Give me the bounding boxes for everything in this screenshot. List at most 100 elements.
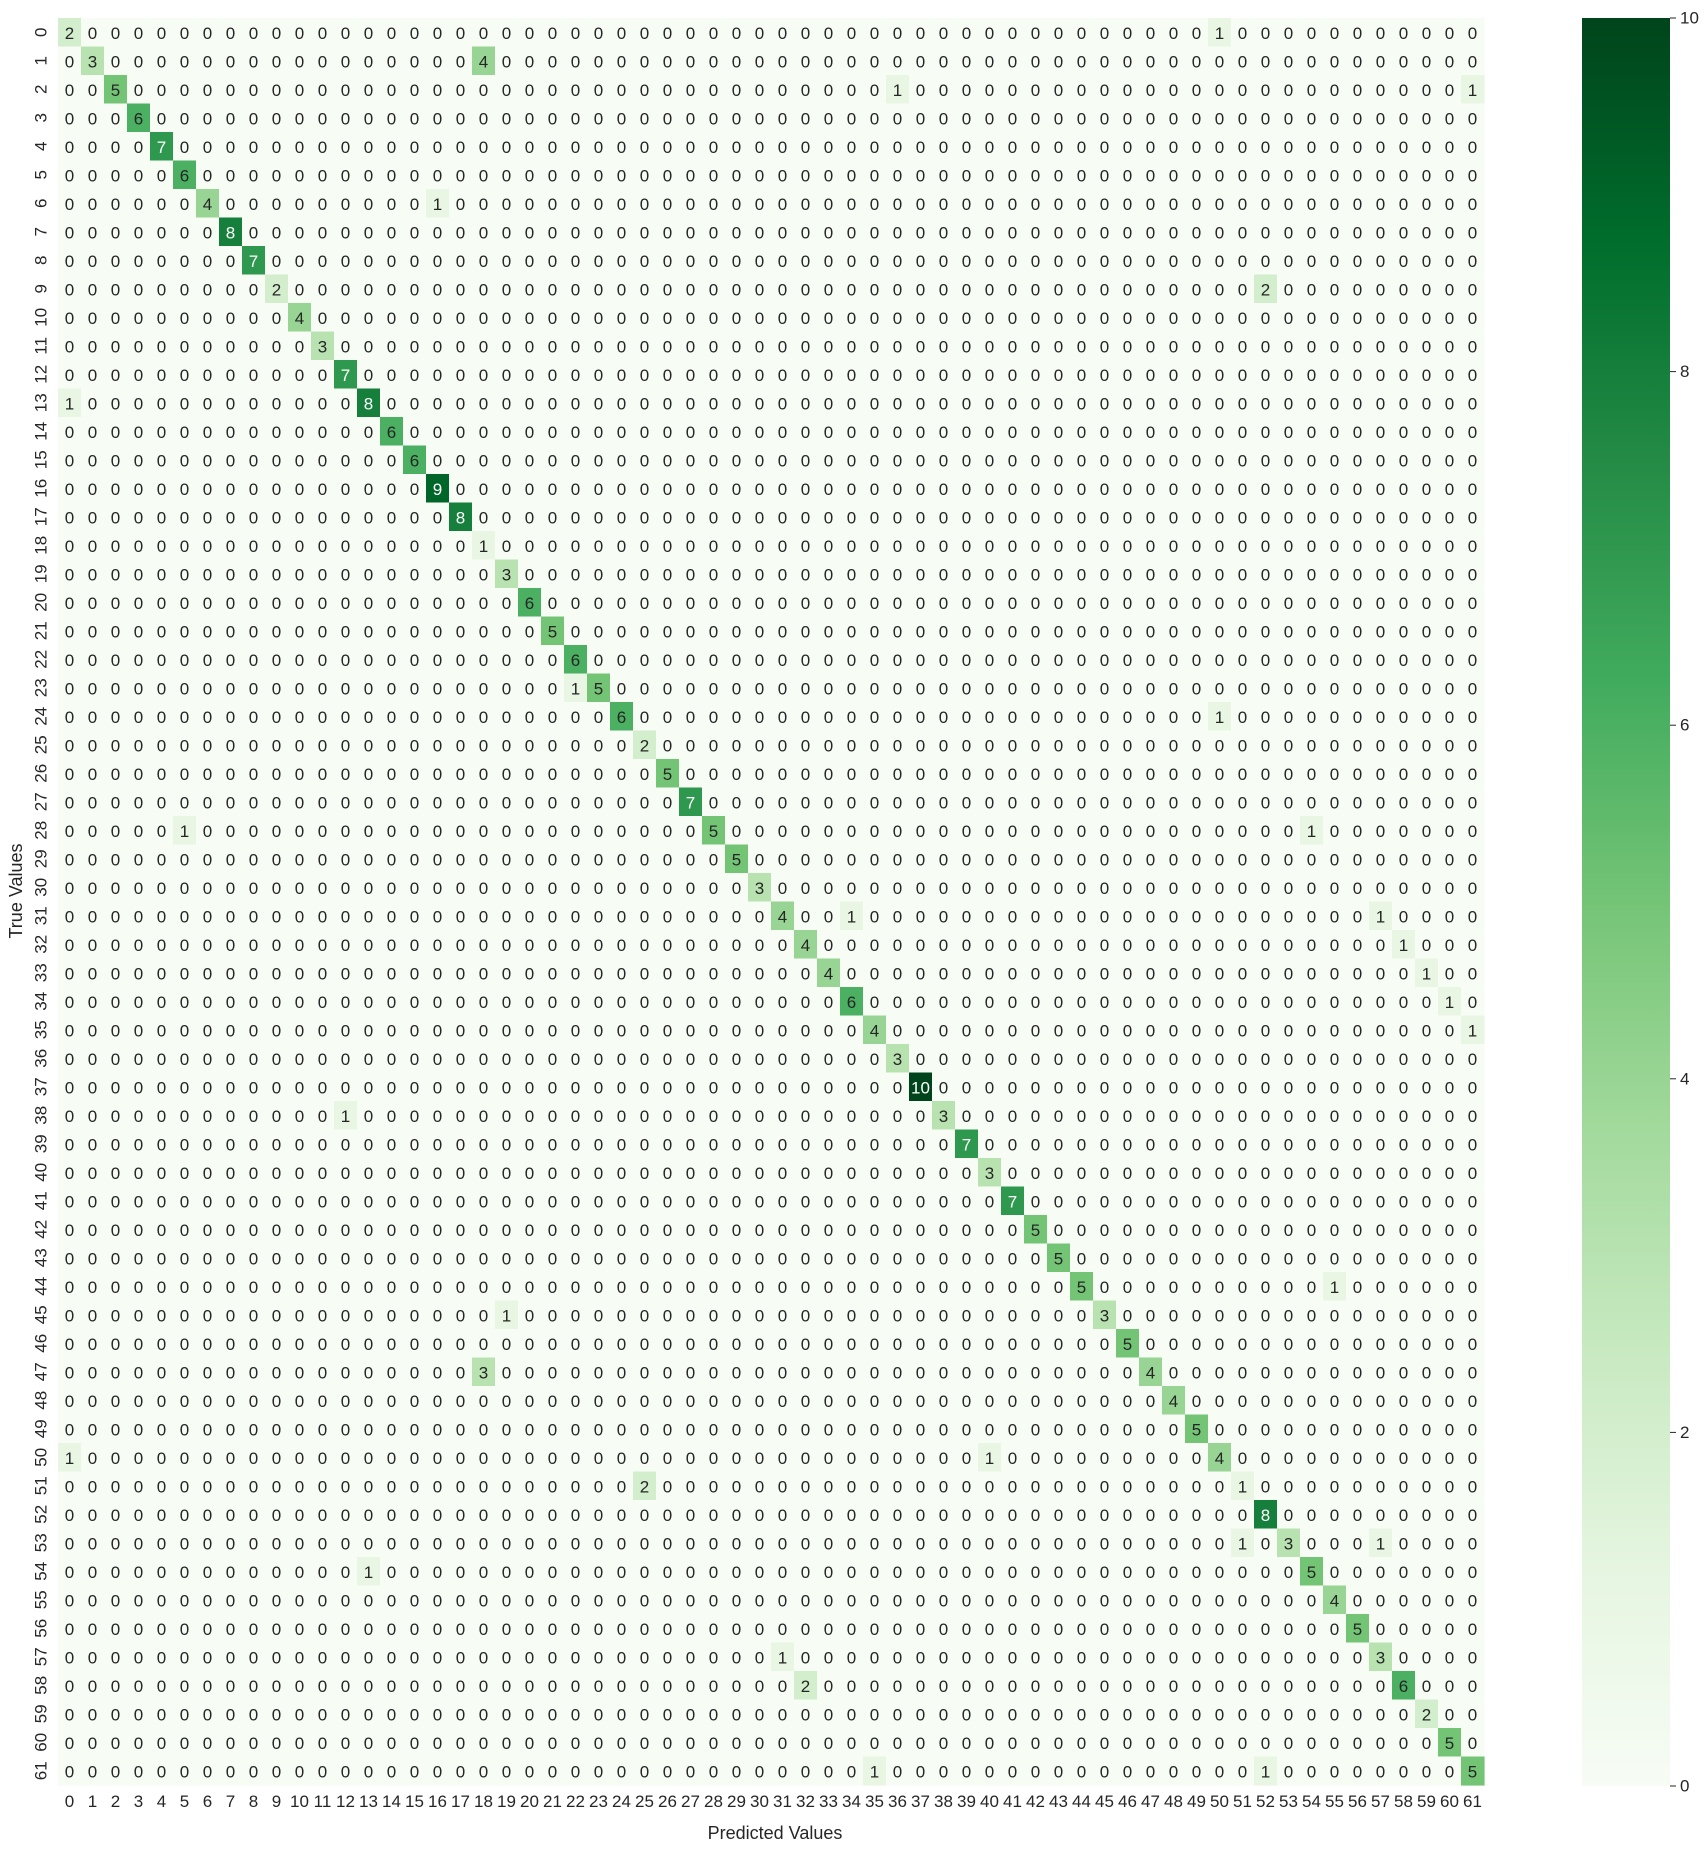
cell-value-label: 0 (778, 337, 787, 356)
cell-value-label: 0 (433, 765, 442, 784)
cell-value-label: 0 (1169, 622, 1178, 641)
cell-value-label: 0 (1054, 309, 1063, 328)
cell-value-label: 0 (870, 793, 879, 812)
cell-value-label: 0 (387, 1050, 396, 1069)
cell-value-label: 0 (226, 1050, 235, 1069)
cell-value-label: 0 (778, 309, 787, 328)
cell-value-label: 1 (1422, 964, 1431, 983)
cell-value-label: 0 (525, 993, 534, 1012)
cell-value-label: 0 (1330, 1021, 1339, 1040)
cell-value-label: 0 (985, 52, 994, 71)
cell-value-label: 0 (640, 195, 649, 214)
cell-value-label: 0 (1100, 879, 1109, 898)
cell-value-label: 0 (65, 423, 74, 442)
cell-value-label: 0 (157, 964, 166, 983)
cell-value-label: 0 (456, 52, 465, 71)
cell-value-label: 0 (1192, 1078, 1201, 1097)
cell-value-label: 0 (1468, 280, 1477, 299)
cell-value-label: 0 (479, 195, 488, 214)
cell-value-label: 0 (617, 195, 626, 214)
cell-value-label: 0 (1215, 81, 1224, 100)
cell-value-label: 0 (870, 622, 879, 641)
cell-value-label: 0 (939, 394, 948, 413)
cell-value-label: 0 (732, 651, 741, 670)
cell-value-label: 0 (157, 736, 166, 755)
cell-value-label: 0 (502, 537, 511, 556)
cell-value-label: 0 (1008, 1078, 1017, 1097)
cell-value-label: 0 (88, 309, 97, 328)
cell-value-label: 0 (1261, 822, 1270, 841)
cell-value-label: 0 (525, 366, 534, 385)
cell-value-label: 0 (456, 394, 465, 413)
cell-value-label: 0 (686, 366, 695, 385)
cell-value-label: 0 (893, 280, 902, 299)
cell-value-label: 0 (1399, 309, 1408, 328)
cell-value-label: 0 (1330, 936, 1339, 955)
cell-value-label: 0 (157, 451, 166, 470)
cell-value-label: 0 (1307, 52, 1316, 71)
heatmap-cell (932, 46, 956, 76)
cell-value-label: 0 (1008, 565, 1017, 584)
cell-value-label: 0 (1376, 252, 1385, 271)
cell-value-label: 0 (410, 850, 419, 869)
cell-value-label: 0 (272, 309, 281, 328)
cell-value-label: 0 (1353, 394, 1362, 413)
cell-value-label: 0 (1215, 622, 1224, 641)
cell-value-label: 0 (1123, 195, 1132, 214)
cell-value-label: 0 (594, 337, 603, 356)
heatmap-cell (978, 46, 1002, 76)
cell-value-label: 0 (916, 337, 925, 356)
cell-value-label: 7 (157, 138, 166, 157)
cell-value-label: 0 (65, 337, 74, 356)
cell-value-label: 0 (916, 907, 925, 926)
cell-value-label: 0 (180, 594, 189, 613)
cell-value-label: 0 (663, 1078, 672, 1097)
cell-value-label: 0 (157, 223, 166, 242)
cell-value-label: 0 (1169, 81, 1178, 100)
cell-value-label: 0 (1008, 337, 1017, 356)
cell-value-label: 0 (801, 565, 810, 584)
cell-value-label: 0 (1330, 765, 1339, 784)
cell-value-label: 0 (1445, 622, 1454, 641)
cell-value-label: 0 (548, 594, 557, 613)
heatmap-cell (357, 18, 381, 48)
cell-value-label: 0 (318, 1135, 327, 1154)
cell-value-label: 0 (88, 366, 97, 385)
cell-value-label: 0 (1307, 993, 1316, 1012)
cell-value-label: 0 (1468, 394, 1477, 413)
cell-value-label: 0 (1169, 309, 1178, 328)
cell-value-label: 0 (640, 565, 649, 584)
cell-value-label: 0 (1008, 138, 1017, 157)
cell-value-label: 0 (364, 1050, 373, 1069)
cell-value-label: 0 (939, 793, 948, 812)
cell-value-label: 0 (801, 765, 810, 784)
cell-value-label: 0 (916, 793, 925, 812)
cell-value-label: 0 (1445, 309, 1454, 328)
cell-value-label: 0 (801, 879, 810, 898)
cell-value-label: 0 (1330, 81, 1339, 100)
cell-value-label: 0 (1146, 52, 1155, 71)
cell-value-label: 0 (1399, 565, 1408, 584)
cell-value-label: 4 (801, 936, 810, 955)
cell-value-label: 0 (893, 252, 902, 271)
cell-value-label: 0 (801, 1107, 810, 1126)
cell-value-label: 0 (571, 280, 580, 299)
cell-value-label: 0 (1169, 879, 1178, 898)
cell-value-label: 0 (456, 480, 465, 499)
cell-value-label: 0 (295, 622, 304, 641)
cell-value-label: 0 (1422, 166, 1431, 185)
cell-value-label: 0 (387, 195, 396, 214)
cell-value-label: 0 (1031, 109, 1040, 128)
cell-value-label: 0 (157, 1050, 166, 1069)
cell-value-label: 0 (1169, 280, 1178, 299)
cell-value-label: 0 (226, 1135, 235, 1154)
cell-value-label: 0 (502, 138, 511, 157)
cell-value-label: 0 (1192, 907, 1201, 926)
cell-value-label: 0 (1468, 765, 1477, 784)
cell-value-label: 0 (709, 622, 718, 641)
cell-value-label: 0 (1123, 793, 1132, 812)
cell-value-label: 0 (1215, 565, 1224, 584)
cell-value-label: 0 (893, 936, 902, 955)
cell-value-label: 0 (663, 166, 672, 185)
cell-value-label: 0 (1284, 366, 1293, 385)
